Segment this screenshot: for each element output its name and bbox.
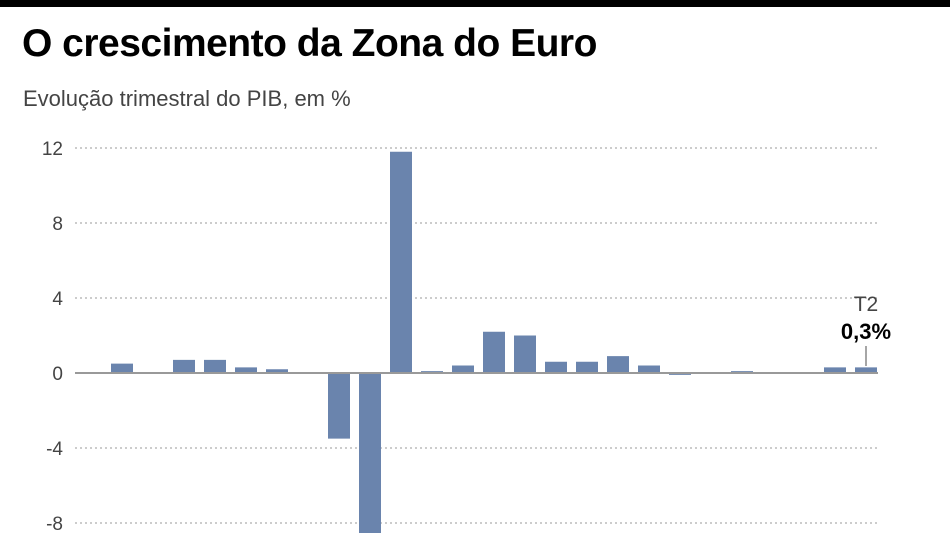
bar [173, 359, 195, 373]
bar [204, 359, 226, 373]
top-rule [0, 0, 950, 7]
bar [545, 361, 567, 373]
bar [855, 367, 877, 373]
y-tick-label: 8 [52, 214, 63, 235]
bar [483, 331, 505, 373]
bar [824, 367, 846, 373]
bar [359, 373, 381, 533]
bar [607, 356, 629, 373]
bar [514, 335, 536, 373]
bar [328, 373, 350, 439]
chart-subtitle: Evolução trimestral do PIB, em % [23, 86, 351, 111]
bar [235, 367, 257, 373]
annotation-value: 0,3% [841, 319, 891, 344]
annotation-period: T2 [854, 293, 879, 316]
y-tick-label: -4 [46, 439, 63, 460]
y-tick-label: 0 [52, 364, 63, 385]
y-tick-label: 4 [52, 289, 63, 310]
bar [111, 363, 133, 373]
y-tick-label: -8 [46, 514, 63, 533]
bar [266, 369, 288, 373]
y-tick-label: 12 [42, 139, 63, 160]
bar [576, 361, 598, 373]
bar [390, 151, 412, 373]
bar [452, 365, 474, 373]
chart-title: O crescimento da Zona do Euro [22, 22, 597, 65]
bar [638, 365, 660, 373]
